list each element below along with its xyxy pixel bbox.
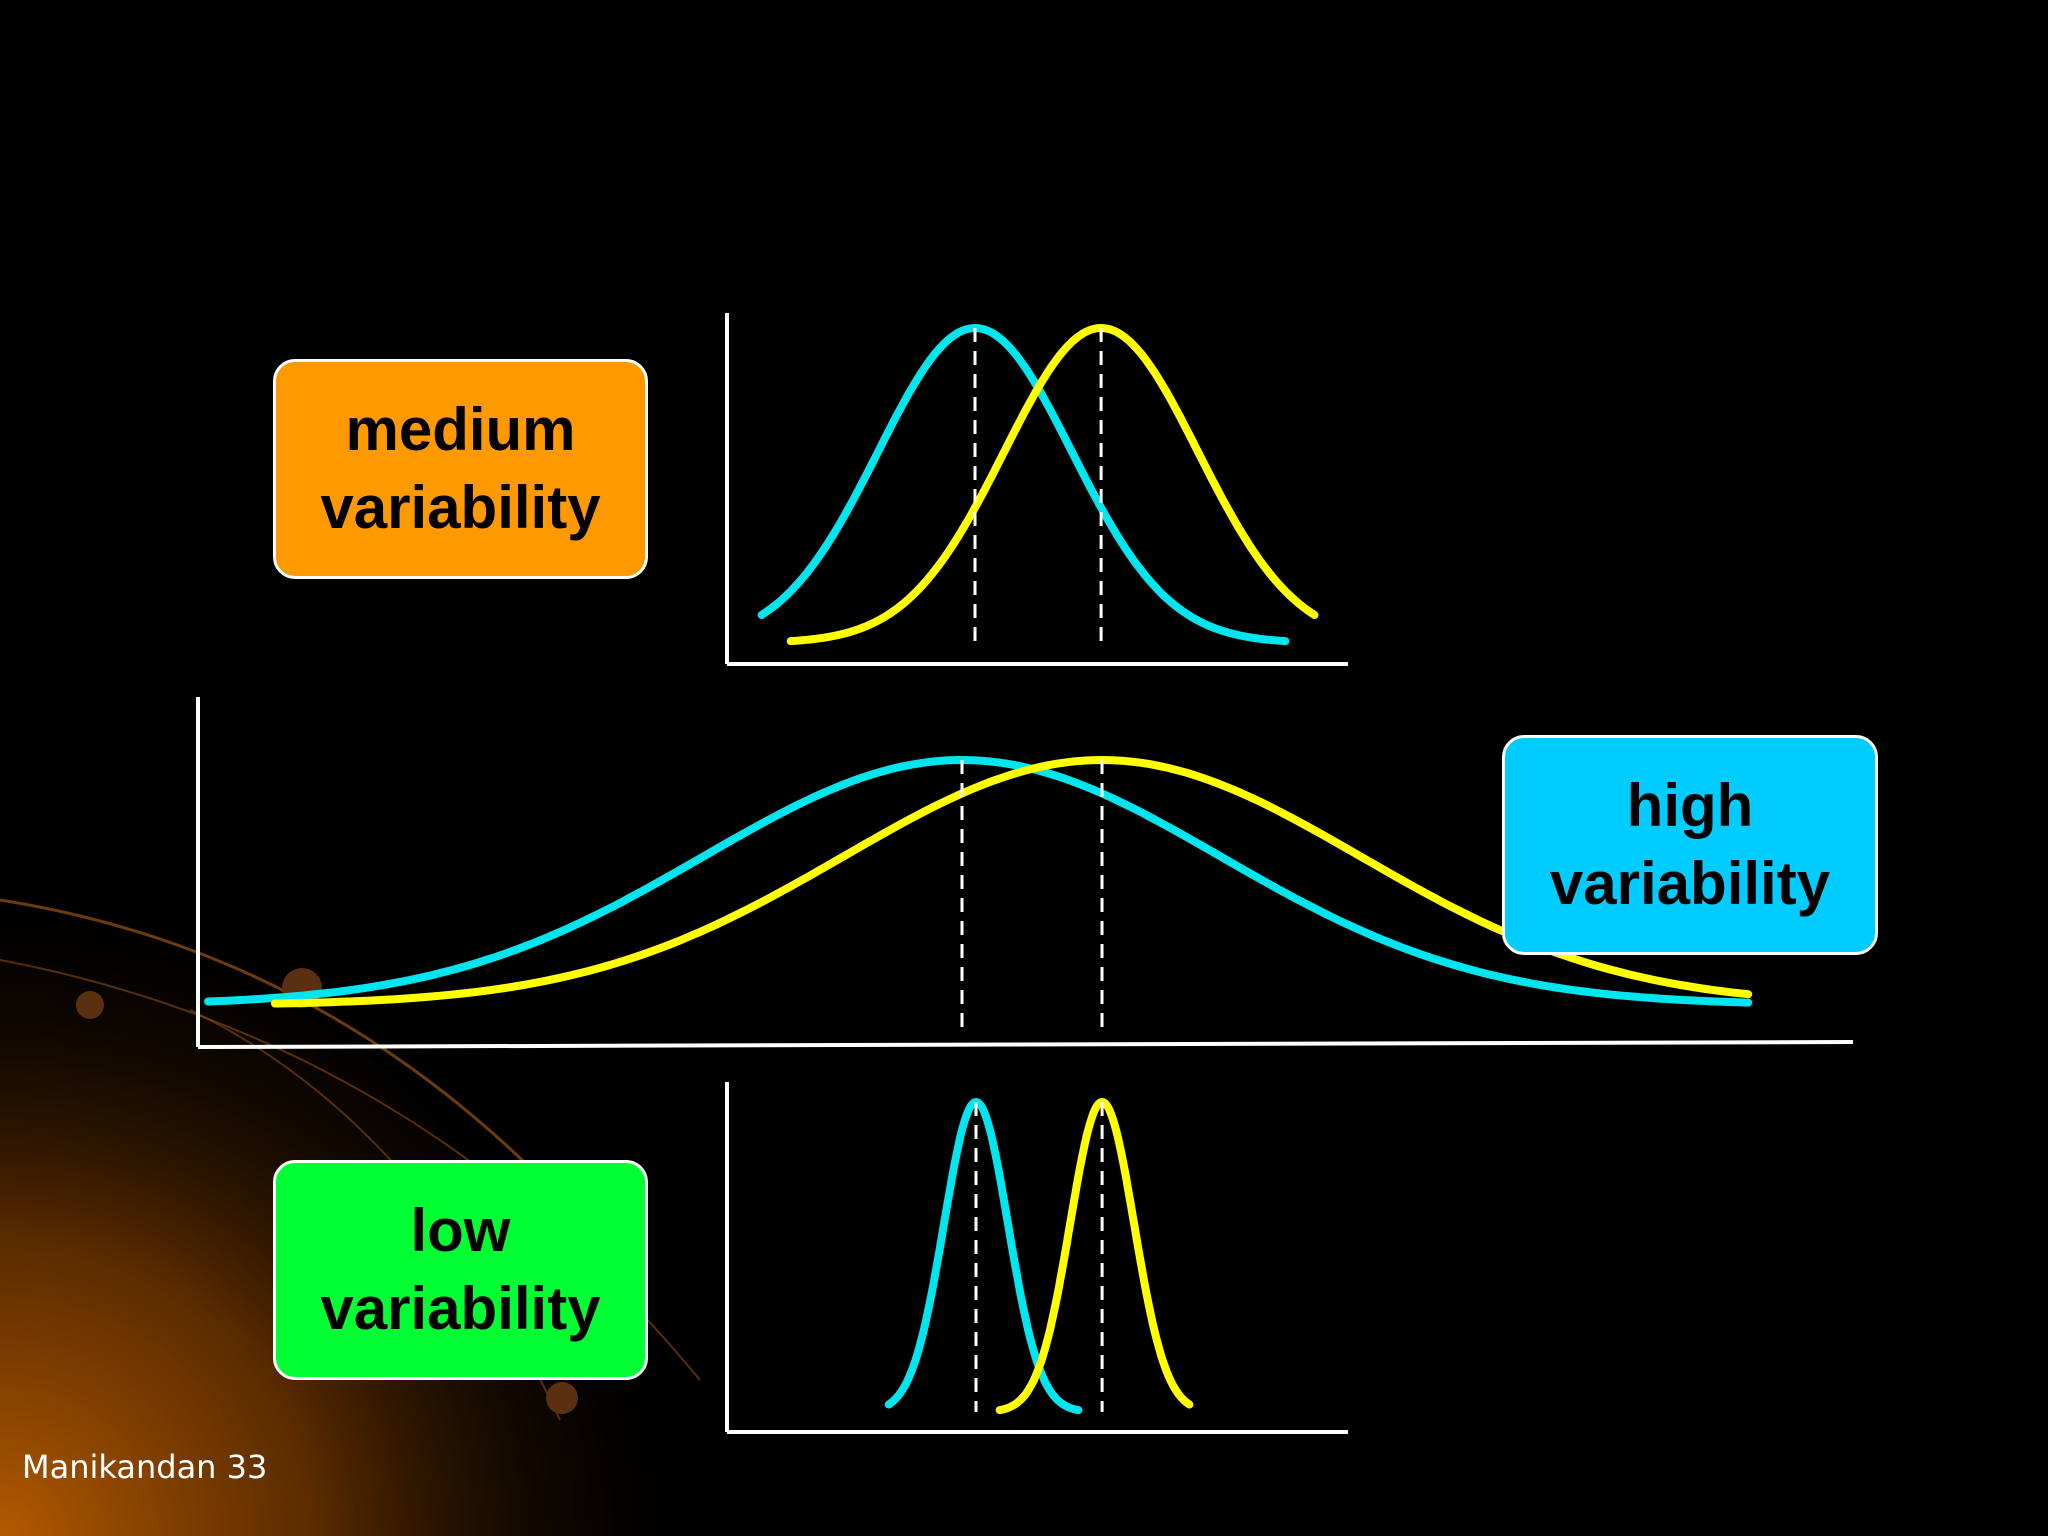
high-variability-label: high variability bbox=[1502, 735, 1878, 955]
medium-curve-yellow bbox=[786, 324, 1319, 646]
decor-dot-2 bbox=[76, 991, 104, 1019]
low-variability-plot bbox=[725, 1082, 1348, 1434]
high-curve-cyan bbox=[204, 756, 1753, 1007]
medium-variability-label: medium variability bbox=[273, 359, 648, 579]
high-label-line1: high bbox=[1626, 772, 1754, 839]
low-curve-cyan bbox=[884, 1098, 1083, 1415]
low-curve-yellow bbox=[995, 1098, 1194, 1415]
low-label-line1: low bbox=[410, 1197, 511, 1264]
low-label-line2: variability bbox=[320, 1275, 601, 1342]
medium-variability-plot bbox=[725, 313, 1348, 666]
medium-curve-cyan bbox=[757, 324, 1290, 646]
high-label-line2: variability bbox=[1549, 850, 1831, 917]
footer-text: Manikandan 33 bbox=[22, 1448, 268, 1486]
high-x-axis bbox=[197, 1040, 1854, 1049]
medium-label-line1: medium bbox=[345, 396, 576, 463]
decor-dot-3 bbox=[546, 1382, 578, 1414]
medium-label-line2: variability bbox=[320, 474, 601, 541]
low-variability-label: low variability bbox=[273, 1160, 648, 1380]
